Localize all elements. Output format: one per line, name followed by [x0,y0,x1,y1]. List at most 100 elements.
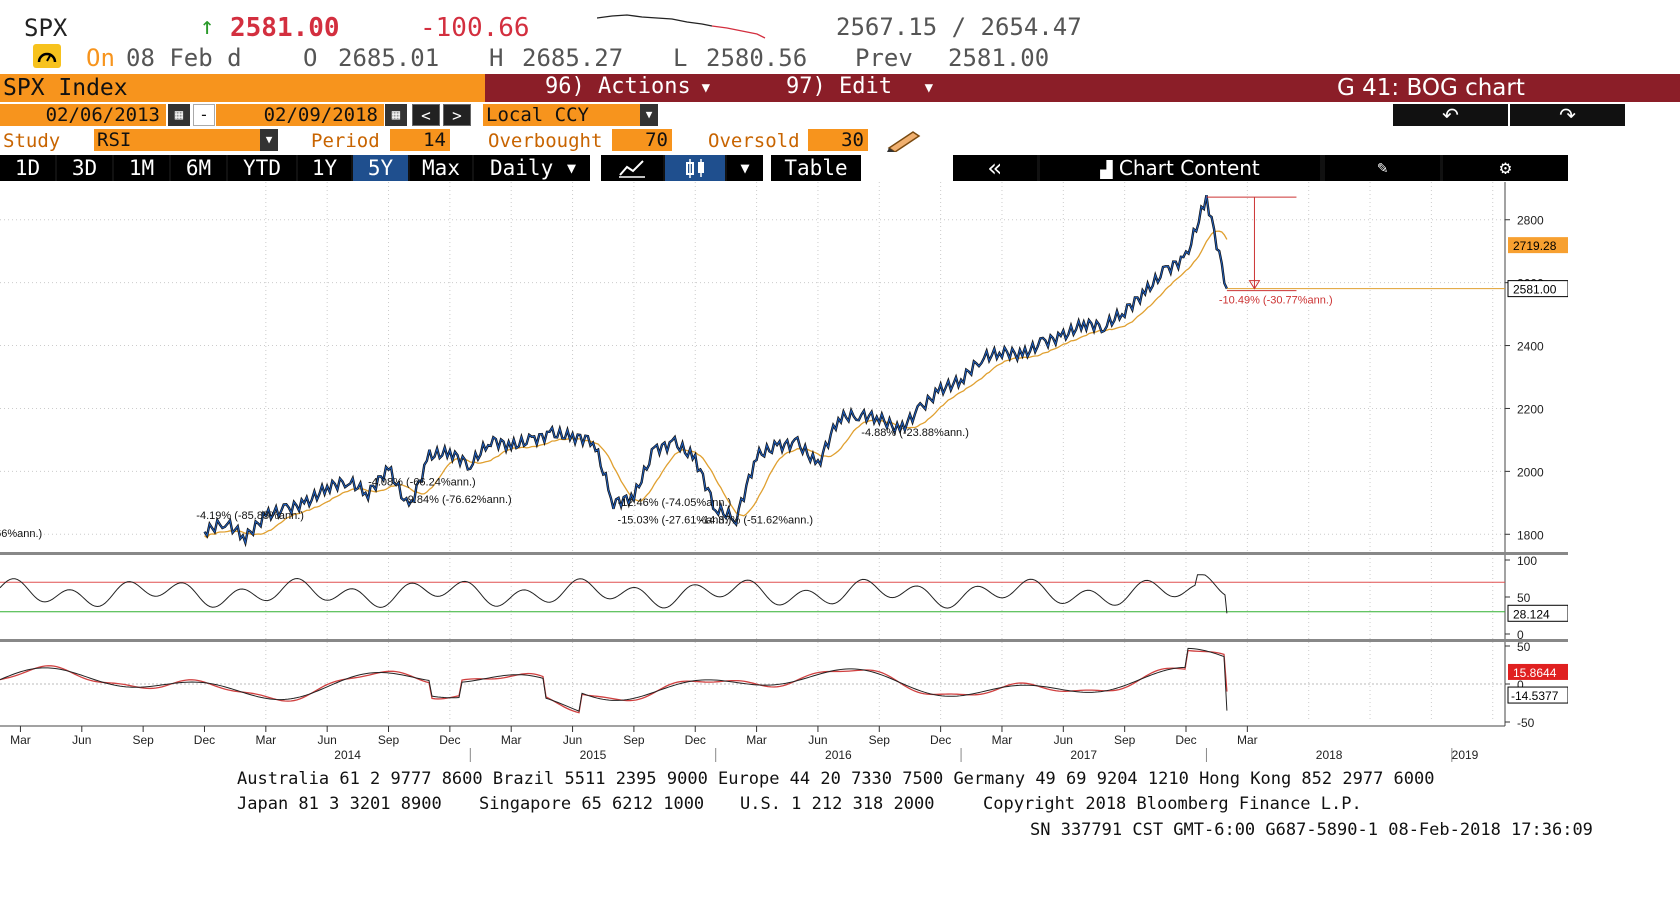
table-button[interactable]: Table [771,155,861,181]
range-ytd[interactable]: YTD [228,155,296,181]
osc-line [0,647,1228,712]
x-month-label: Sep [132,733,154,747]
annotate-icon[interactable]: ✎ [1325,155,1440,181]
frequency-select[interactable]: Daily ▼ [474,155,590,181]
double-chevron-left-icon: « [987,154,1003,182]
x-month-label: Dec [439,733,460,747]
overbought-field[interactable]: 70 [612,129,672,151]
x-year-label: 2018 [1316,748,1343,762]
gear-icon[interactable]: ⚙ [1443,155,1568,181]
end-date: 02/09/2018 [263,104,378,126]
high-label: H [489,44,504,72]
chevron-down-icon: ▼ [924,80,933,96]
osc-value-label-1: 15.8644 [1513,666,1557,680]
start-date-field[interactable]: 02/06/2013 [0,104,166,126]
osc-value-box-1 [1508,663,1568,680]
prev-period-button[interactable]: < [412,104,440,126]
x-month-label: Mar [992,733,1013,747]
study-label: Study [3,130,61,152]
y-tick-label: 2800 [1517,214,1544,228]
x-month-label: Jun [808,733,827,747]
currency-value: Local CCY [486,104,589,126]
edit-menu[interactable]: 97) Edit ▼ [786,74,933,102]
rsi-tick-label: 100 [1517,554,1537,568]
x-month-label: Dec [1175,733,1196,747]
calendar-icon[interactable]: ▦ [385,104,407,126]
x-month-label: Jun [563,733,582,747]
range-1m-label: 1M [128,156,155,180]
range-max[interactable]: Max [410,155,472,181]
gauge-icon[interactable] [33,44,61,68]
chart-name[interactable]: G 41: BOG chart [1337,75,1525,101]
range-3d-label: 3D [71,156,98,180]
x-month-label: Mar [10,733,31,747]
up-arrow-icon: ↑ [200,12,215,40]
start-date: 02/06/2013 [45,104,160,126]
range-5y-label: 5Y [367,156,394,180]
range-6m[interactable]: 6M [171,155,226,181]
chevron-down-icon[interactable]: ▼ [640,104,658,126]
actions-label: 96) Actions [545,74,691,99]
rsi-tick-label: 50 [1517,591,1531,605]
undo-icon: ↶ [1442,103,1459,127]
candlestick-icon[interactable] [665,155,725,181]
x-month-label: Jun [317,733,336,747]
range-1d-label: 1D [14,156,41,180]
redo-button[interactable]: ↷ [1510,104,1625,126]
next-period-button[interactable]: > [443,104,471,126]
osc-value-label-2: -14.5377 [1511,689,1559,703]
security-field[interactable]: SPX Index [0,74,485,102]
last-price-label: 2581.00 [1513,283,1557,297]
x-month-label: Dec [930,733,951,747]
x-month-label: Mar [746,733,767,747]
range-5y[interactable]: 5Y [353,155,408,181]
range-3d[interactable]: 3D [57,155,112,181]
x-year-label: 2019 [1452,748,1479,762]
panel-separator [0,639,1568,642]
annotation-label: -12.46% (-74.05%ann.) [618,497,732,509]
oversold-field[interactable]: 30 [808,129,868,151]
chart-content-button[interactable]: ▟ Chart Content [1040,155,1320,181]
rsi-tick-label: 0 [1517,628,1524,642]
line-chart-icon[interactable] [601,155,663,181]
range-1y-label: 1Y [311,156,338,180]
ma-price-box [1508,237,1568,254]
undo-button[interactable]: ↶ [1393,104,1508,126]
end-date-field[interactable]: 02/09/2018 [216,104,384,126]
edit-label: 97) Edit [786,74,892,99]
currency-select[interactable]: Local CCY [483,104,640,126]
range-1d[interactable]: 1D [0,155,55,181]
collapse-button[interactable]: « [953,155,1037,181]
annotation-label: -4.88% (-23.88%ann.) [861,427,969,439]
sparkline [597,14,766,39]
pencil-icon[interactable] [885,128,921,152]
high-value: 2685.27 [522,44,624,72]
osc-value-box-2 [1507,686,1568,704]
redo-icon: ↷ [1559,103,1576,127]
range-1m[interactable]: 1M [114,155,169,181]
price-line [204,195,1228,545]
low-label: L [673,44,688,72]
period-value: 14 [423,129,446,151]
net-change: -100.66 [420,13,530,43]
study-select[interactable]: RSI [94,129,260,151]
range-1y[interactable]: 1Y [298,155,351,181]
rsi-line [0,574,1228,614]
osc-tick-label: 0 [1517,678,1524,692]
actions-menu[interactable]: 96) Actions ▼ [545,74,710,102]
calendar-icon[interactable]: ▦ [168,104,190,126]
osc-tick-label: -50 [1517,716,1535,730]
period-label: Period [311,130,380,152]
footer-us: U.S. 1 212 318 2000 [740,794,935,814]
chevron-down-icon[interactable]: ▼ [260,129,278,151]
chevron-down-icon: ▼ [566,159,576,177]
security-name: SPX Index [3,75,128,101]
footer-copyright: Copyright 2018 Bloomberg Finance L.P. [983,794,1362,814]
price-chart[interactable]: 1800200022002400260028002581.002719.28-1… [0,182,1568,762]
footer-session: SN 337791 CST GMT-6:00 G687-5890-1 08-Fe… [1030,820,1593,840]
period-field[interactable]: 14 [390,129,450,151]
y-tick-label: 1800 [1517,528,1544,542]
chevron-down-icon[interactable]: ▼ [727,155,763,181]
panel-separator [0,552,1568,555]
last-price: 2581.00 [230,13,340,43]
